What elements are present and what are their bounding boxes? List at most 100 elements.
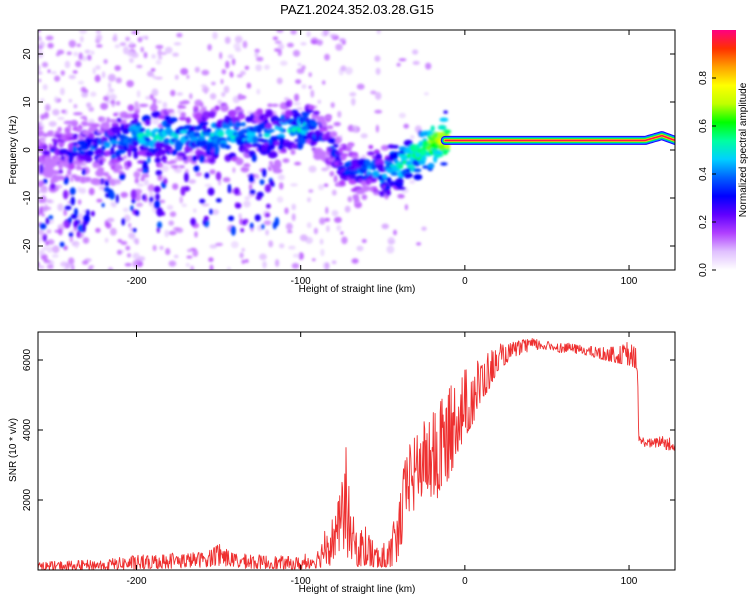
ridge-blob xyxy=(437,124,447,131)
noise-blob xyxy=(40,98,45,102)
ridge-blob xyxy=(183,160,189,164)
noise-blob xyxy=(330,102,335,108)
noise-blob xyxy=(341,236,348,245)
noise-blob xyxy=(78,52,83,60)
noise-blob xyxy=(275,259,280,267)
ridge-blob xyxy=(373,191,380,196)
noise-blob xyxy=(84,49,91,54)
ridge-blob xyxy=(291,109,299,114)
ridge-blob xyxy=(38,130,44,134)
smear-blob xyxy=(109,190,115,200)
noise-blob xyxy=(110,227,117,236)
smear-blob xyxy=(272,221,277,230)
noise-blob xyxy=(46,246,53,253)
noise-blob xyxy=(74,243,79,249)
ridge-blob xyxy=(290,149,296,155)
smear-blob xyxy=(69,187,76,195)
ridge-blob xyxy=(72,142,79,146)
ridge-blob xyxy=(111,125,122,134)
ridge-blob xyxy=(111,143,117,148)
ridge-blob xyxy=(208,111,216,119)
noise-blob xyxy=(412,60,420,65)
noise-blob xyxy=(168,260,177,267)
ridge-blob xyxy=(173,165,178,169)
smear-blob xyxy=(133,228,137,233)
ridge-blob xyxy=(42,144,48,151)
smear-blob xyxy=(58,169,63,174)
noise-blob xyxy=(256,88,261,95)
noise-blob xyxy=(284,207,289,215)
noise-blob xyxy=(319,238,324,245)
noise-blob xyxy=(45,240,49,246)
noise-blob xyxy=(179,196,183,204)
noise-blob xyxy=(220,78,224,85)
noise-blob xyxy=(277,49,282,57)
smear-blob xyxy=(257,144,262,153)
ridge-blob xyxy=(282,147,287,153)
noise-blob xyxy=(40,186,48,194)
noise-blob xyxy=(277,174,285,181)
ridge-blob xyxy=(110,139,118,145)
snr-marks xyxy=(38,338,675,570)
noise-blob xyxy=(349,92,357,97)
noise-blob xyxy=(231,241,239,249)
ridge-blob xyxy=(385,189,391,196)
ridge-blob xyxy=(58,141,65,147)
smear-blob xyxy=(265,213,270,218)
noise-blob xyxy=(165,248,171,255)
noise-blob xyxy=(65,262,70,270)
noise-blob xyxy=(227,54,234,59)
smear-blob xyxy=(228,215,235,221)
smear-blob xyxy=(163,178,168,184)
noise-blob xyxy=(150,68,156,72)
noise-blob xyxy=(68,74,76,80)
smear-blob xyxy=(104,179,110,187)
noise-blob xyxy=(76,213,84,221)
noise-blob xyxy=(160,52,167,55)
ridge-blob xyxy=(71,150,78,157)
noise-blob xyxy=(310,89,315,98)
noise-blob xyxy=(77,186,81,193)
ridge-blob xyxy=(140,177,146,182)
noise-blob xyxy=(141,35,149,40)
snr-series-line xyxy=(38,338,675,570)
noise-blob xyxy=(92,67,96,75)
noise-blob xyxy=(108,82,112,89)
ridge-blob xyxy=(38,122,40,127)
colorbar-gradient xyxy=(712,30,736,270)
smear-blob xyxy=(235,202,242,209)
ridge-blob xyxy=(361,194,368,201)
ridge-blob xyxy=(163,138,170,145)
noise-blob xyxy=(156,100,162,104)
noise-blob xyxy=(105,222,112,229)
smear-blob xyxy=(262,168,267,178)
ridge-blob xyxy=(100,102,109,110)
noise-blob xyxy=(212,31,218,40)
ridge-blob xyxy=(87,134,95,139)
x-tick-label: -100 xyxy=(291,576,311,587)
noise-blob xyxy=(38,249,45,257)
smear-blob xyxy=(130,189,137,200)
noise-blob xyxy=(201,69,210,76)
ridge-blob xyxy=(101,145,106,151)
ridge-blob xyxy=(350,174,355,181)
noise-blob xyxy=(410,135,415,140)
noise-blob xyxy=(44,103,51,112)
ridge-blob xyxy=(165,109,175,113)
noise-blob xyxy=(131,31,139,35)
ridge-blob xyxy=(67,168,72,176)
ridge-blob xyxy=(97,167,105,173)
ridge-blob xyxy=(177,152,186,157)
ridge-blob xyxy=(398,146,407,152)
smear-blob xyxy=(207,187,215,196)
noise-blob xyxy=(268,240,274,248)
noise-blob xyxy=(108,73,116,82)
ridge-blob xyxy=(245,116,252,123)
smear-blob xyxy=(203,215,209,221)
ridge-blob xyxy=(348,179,357,185)
noise-blob xyxy=(370,90,377,95)
y-tick-label: -10 xyxy=(22,190,33,205)
noise-blob xyxy=(280,60,288,66)
ridge-blob xyxy=(216,119,224,127)
smear-blob xyxy=(121,218,125,226)
